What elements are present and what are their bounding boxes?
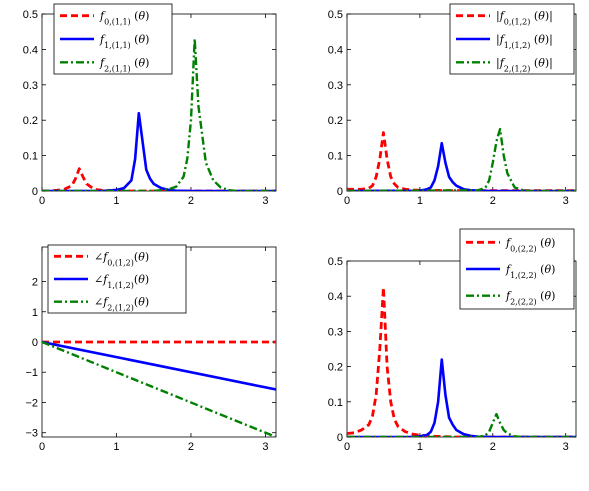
legend-label: f0,(1,1) (θ) — [99, 10, 149, 27]
legend-label: f0,(2,2) (θ) — [505, 236, 555, 253]
series-line-1 — [347, 358, 576, 437]
x-tick-label: 1 — [417, 441, 423, 453]
y-tick-label: 0.3 — [328, 80, 343, 92]
y-tick-label: −1 — [25, 367, 38, 379]
y-tick-label: 0.5 — [328, 256, 343, 268]
legend: f0,(1,1) (θ) f1,(1,1) (θ) f2,(1,1) (θ) — [53, 3, 173, 75]
y-tick-label: 2 — [32, 277, 38, 289]
y-tick-label: 0 — [337, 186, 343, 198]
series-line-1 — [42, 111, 276, 191]
legend: f0,(2,2) (θ) f1,(2,2) (θ) f2,(2,2) (θ) — [459, 228, 575, 310]
legend-label: f2,(2,2) (θ) — [505, 290, 555, 307]
x-tick-label: 1 — [113, 195, 119, 207]
x-tick-label: 3 — [563, 441, 569, 453]
series-line-2 — [347, 127, 576, 191]
y-tick-label: 0.3 — [328, 326, 343, 338]
x-tick-label: 2 — [490, 441, 496, 453]
x-tick-label: 3 — [563, 195, 569, 207]
legend: |f0,(1,2) (θ)| |f1,(1,2) (θ)| |f2,(1,2) (θ… — [449, 3, 575, 75]
y-tick-label: 0.4 — [328, 291, 343, 303]
x-tick-label: 0 — [344, 441, 350, 453]
x-tick-label: 0 — [344, 195, 350, 207]
series-line-2 — [42, 37, 276, 191]
x-tick-label: 0 — [39, 195, 45, 207]
legend-label: ∠f2,(1,2)(θ) — [94, 296, 149, 313]
x-tick-label: 3 — [262, 195, 268, 207]
x-tick-label: 3 — [262, 441, 268, 453]
x-tick-label: 2 — [188, 441, 194, 453]
legend-label: f1,(1,1) (θ) — [99, 33, 149, 50]
y-tick-label: −3 — [25, 428, 38, 440]
chart-top-left: 0 1 2 3 0 0.1 0.2 0.3 0.4 0.5 f0,(1,1) (θ) f1,(1,1)… — [23, 3, 277, 207]
x-tick-label: 1 — [113, 441, 119, 453]
legend-label: |f1,(1,2) (θ)| — [496, 33, 553, 50]
series-line-2 — [42, 340, 276, 437]
y-tick-label: 0.2 — [328, 115, 343, 127]
legend: ∠f0,(1,2)(θ) ∠f1,(1,2)(θ) ∠f2,(1,2)(θ) — [47, 244, 187, 314]
legend-label: ∠f1,(1,2)(θ) — [94, 273, 149, 290]
x-tick-label: 1 — [417, 195, 423, 207]
legend-label: |f2,(1,2) (θ)| — [496, 56, 553, 73]
y-tick-label: 0.5 — [328, 9, 343, 21]
y-tick-label: 0 — [32, 337, 38, 349]
x-tick-label: 0 — [39, 441, 45, 453]
y-tick-label: 1 — [32, 307, 38, 319]
series-line-1 — [42, 340, 276, 391]
y-tick-label: 0.5 — [23, 9, 38, 21]
y-tick-label: 0.2 — [328, 362, 343, 374]
y-tick-label: 0.3 — [23, 80, 38, 92]
y-tick-label: 0.2 — [23, 115, 38, 127]
y-tick-label: 0.4 — [328, 44, 343, 56]
legend-label: f2,(1,1) (θ) — [99, 56, 149, 73]
chart-bottom-left: 0 1 2 3 −3 −2 −1 0 1 2 ∠f0,(1,2)(θ) ∠f1,(1,2)(θ) ∠f2… — [25, 244, 277, 453]
y-tick-label: 0.1 — [23, 151, 38, 163]
y-tick-label: 0.1 — [328, 151, 343, 163]
y-tick-label: 0 — [337, 432, 343, 444]
y-tick-label: 0 — [32, 186, 38, 198]
legend-label: f1,(2,2) (θ) — [505, 263, 555, 280]
legend-label: ∠f0,(1,2)(θ) — [94, 250, 149, 267]
x-tick-label: 2 — [490, 195, 496, 207]
series-line-0 — [347, 285, 576, 437]
x-tick-label: 2 — [188, 195, 194, 207]
chart-top-right: 0 1 2 3 0 0.1 0.2 0.3 0.4 0.5 |f0,(1,2) (θ)| |f1,(1… — [328, 3, 577, 207]
series-line-2 — [347, 412, 576, 437]
y-tick-label: 0.4 — [23, 44, 38, 56]
chart-bottom-right: 0 1 2 3 0 0.1 0.2 0.3 0.4 0.5 f0,(2,2) (θ) f1,(2,2)… — [328, 228, 577, 453]
legend-label: |f0,(1,2) (θ)| — [496, 10, 553, 27]
series-line-1 — [347, 141, 576, 191]
y-tick-label: −2 — [25, 397, 38, 409]
y-tick-label: 0.1 — [328, 397, 343, 409]
